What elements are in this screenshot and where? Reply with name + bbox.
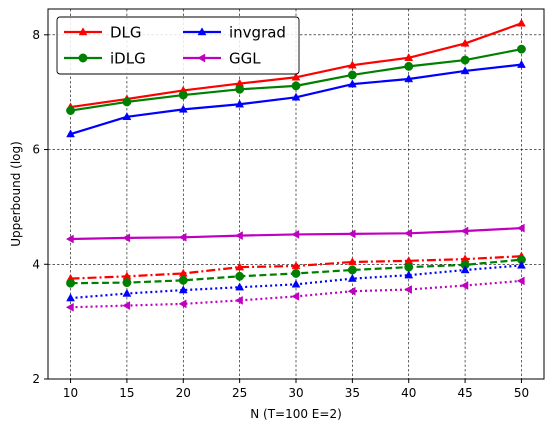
data-point [65, 302, 74, 312]
data-point [291, 92, 301, 101]
legend-entry-dlg: DLG [64, 24, 142, 42]
data-point [517, 59, 526, 68]
y-axis: 2 4 6 8 [32, 28, 48, 386]
data-point [178, 299, 187, 309]
x-axis: 10 15 20 25 30 35 40 45 50 [63, 379, 529, 400]
legend-label: DLG [110, 24, 142, 42]
x-tick-label: 35 [345, 386, 360, 400]
data-point [347, 273, 357, 282]
legend-label: GGL [229, 50, 261, 68]
data-point [122, 278, 132, 288]
data-point [66, 106, 75, 115]
x-tick-label: 20 [176, 386, 191, 400]
data-point [404, 262, 414, 272]
data-point [460, 281, 469, 290]
legend-marker [78, 27, 88, 36]
data-point [122, 112, 132, 121]
data-point [347, 286, 356, 296]
series-layer [65, 18, 526, 312]
data-point [291, 261, 301, 270]
data-point [404, 285, 412, 294]
legend-entry-invgrad: invgrad [183, 24, 286, 42]
data-point [291, 72, 301, 81]
data-point [178, 90, 188, 100]
data-point [460, 226, 469, 236]
x-tick-label: 45 [457, 386, 472, 400]
data-point [516, 223, 525, 233]
series-ggl-upper [65, 223, 525, 244]
data-point [234, 295, 243, 305]
y-tick-label: 4 [32, 257, 40, 271]
data-point [347, 70, 357, 80]
data-point [235, 99, 245, 108]
data-point [234, 231, 243, 241]
x-axis-title: N (T=100 E=2) [250, 407, 342, 421]
legend-entry-idlg: iDLG [64, 50, 146, 68]
data-point [235, 84, 245, 94]
legend-marker [78, 53, 88, 63]
legend-entry-ggl: GGL [183, 50, 261, 68]
data-point [66, 293, 75, 302]
data-point [460, 265, 470, 274]
x-tick-label: 10 [63, 386, 78, 400]
legend-marker [197, 27, 207, 36]
data-point [460, 55, 470, 65]
y-axis-title: Upperbound (log) [9, 141, 23, 247]
x-tick-label: 40 [401, 386, 416, 400]
series-idlg-lower [66, 255, 526, 288]
data-point [291, 230, 300, 239]
data-point [404, 61, 414, 71]
data-point [235, 262, 245, 271]
data-point [122, 233, 131, 243]
data-point [347, 257, 357, 266]
legend-marker [197, 53, 206, 63]
data-point [404, 53, 414, 61]
legend-label: iDLG [110, 50, 146, 68]
data-point [122, 301, 131, 310]
legend-label: invgrad [229, 24, 286, 42]
data-point [460, 66, 470, 75]
x-tick-label: 15 [119, 386, 134, 400]
y-tick-label: 8 [32, 28, 40, 42]
data-point [404, 74, 414, 83]
y-tick-label: 2 [32, 372, 40, 386]
data-point [347, 265, 357, 275]
data-point [66, 278, 75, 288]
x-tick-label: 30 [288, 386, 303, 400]
data-point [347, 229, 356, 239]
data-point [517, 44, 526, 54]
data-point [65, 234, 74, 244]
data-point [404, 270, 414, 279]
data-point [178, 232, 187, 242]
data-point [178, 275, 188, 285]
data-point [178, 285, 188, 294]
series-ggl-lower [65, 276, 525, 312]
data-point [235, 271, 245, 281]
data-point [404, 228, 412, 238]
data-point [516, 276, 525, 286]
x-tick-label: 50 [514, 386, 529, 400]
data-point [178, 104, 188, 113]
data-point [122, 288, 132, 297]
series-invgrad-upper [66, 59, 526, 138]
data-point [460, 38, 470, 47]
series-invgrad-lower [66, 260, 526, 302]
legend-box [56, 16, 300, 75]
data-point [291, 291, 300, 301]
data-point [66, 129, 75, 138]
y-tick-label: 6 [32, 143, 40, 157]
data-point [517, 260, 526, 269]
data-point [347, 79, 357, 88]
data-point [235, 282, 245, 291]
x-tick-label: 25 [232, 386, 247, 400]
data-point [291, 268, 301, 278]
data-point [291, 81, 301, 91]
data-point [347, 60, 357, 69]
legend: DLG iDLG invgrad GGL [56, 16, 300, 75]
data-point [122, 97, 132, 107]
series-idlg-upper [66, 44, 526, 115]
data-point [517, 18, 526, 27]
data-point [291, 279, 301, 288]
